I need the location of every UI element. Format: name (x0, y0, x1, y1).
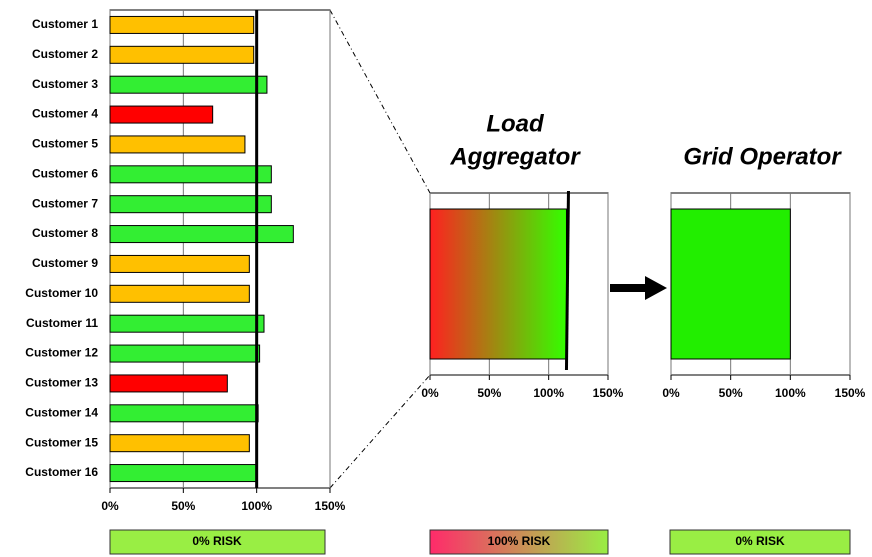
x-tick-label: 150% (315, 499, 346, 513)
bar (109, 374, 228, 393)
y-tick-label: Customer 1 (32, 17, 98, 31)
zoom-line (329, 9, 431, 194)
risk-label: 0% RISK (735, 534, 785, 548)
chart-title: Grid Operator (683, 143, 842, 170)
x-tick-label: 50% (477, 386, 501, 400)
y-tick-label: Customer 7 (32, 196, 98, 210)
reference-line (564, 190, 570, 371)
y-tick-label: Customer 5 (32, 137, 98, 151)
bar (429, 208, 567, 360)
chart-title: Load (486, 110, 545, 137)
bar (109, 165, 272, 184)
x-tick-label: 150% (593, 386, 624, 400)
bar (109, 195, 272, 214)
bar (109, 15, 255, 34)
x-tick-label: 50% (719, 386, 743, 400)
bar (109, 404, 259, 423)
y-tick-label: Customer 6 (32, 166, 98, 180)
bar (109, 254, 250, 273)
bar (109, 344, 261, 363)
bar (109, 314, 265, 333)
x-tick-label: 0% (101, 499, 119, 513)
y-tick-label: Customer 4 (32, 107, 98, 121)
zoom-line (329, 374, 431, 489)
x-tick-label: 100% (241, 499, 272, 513)
y-tick-label: Customer 11 (26, 316, 98, 330)
y-tick-label: Customer 9 (32, 256, 98, 270)
bar (109, 225, 294, 244)
x-tick-label: 100% (533, 386, 564, 400)
risk-label: 0% RISK (192, 534, 242, 548)
x-tick-label: 0% (421, 386, 439, 400)
risk-box (109, 529, 326, 555)
y-tick-label: Customer 16 (25, 465, 98, 479)
bar (109, 464, 258, 483)
bar (109, 135, 246, 154)
bar (109, 75, 268, 94)
bar (670, 208, 791, 360)
y-tick-label: Customer 15 (25, 435, 98, 449)
bar (109, 434, 250, 453)
x-tick-label: 100% (775, 386, 806, 400)
y-tick-label: Customer 8 (32, 226, 98, 240)
x-tick-label: 0% (662, 386, 680, 400)
y-tick-label: Customer 13 (25, 376, 98, 390)
bar (109, 284, 250, 303)
x-tick-label: 50% (171, 499, 195, 513)
risk-box (429, 529, 609, 555)
risk-label: 100% RISK (488, 534, 551, 548)
x-tick-label: 150% (835, 386, 866, 400)
y-tick-label: Customer 10 (25, 286, 98, 300)
y-tick-label: Customer 12 (25, 346, 98, 360)
bar (109, 45, 255, 64)
y-tick-label: Customer 2 (32, 47, 98, 61)
bar (109, 105, 214, 124)
y-tick-label: Customer 3 (32, 77, 98, 91)
y-tick-label: Customer 14 (25, 405, 98, 419)
chart-title: Aggregator (449, 143, 581, 170)
risk-box (669, 529, 851, 555)
arrow (610, 276, 667, 300)
